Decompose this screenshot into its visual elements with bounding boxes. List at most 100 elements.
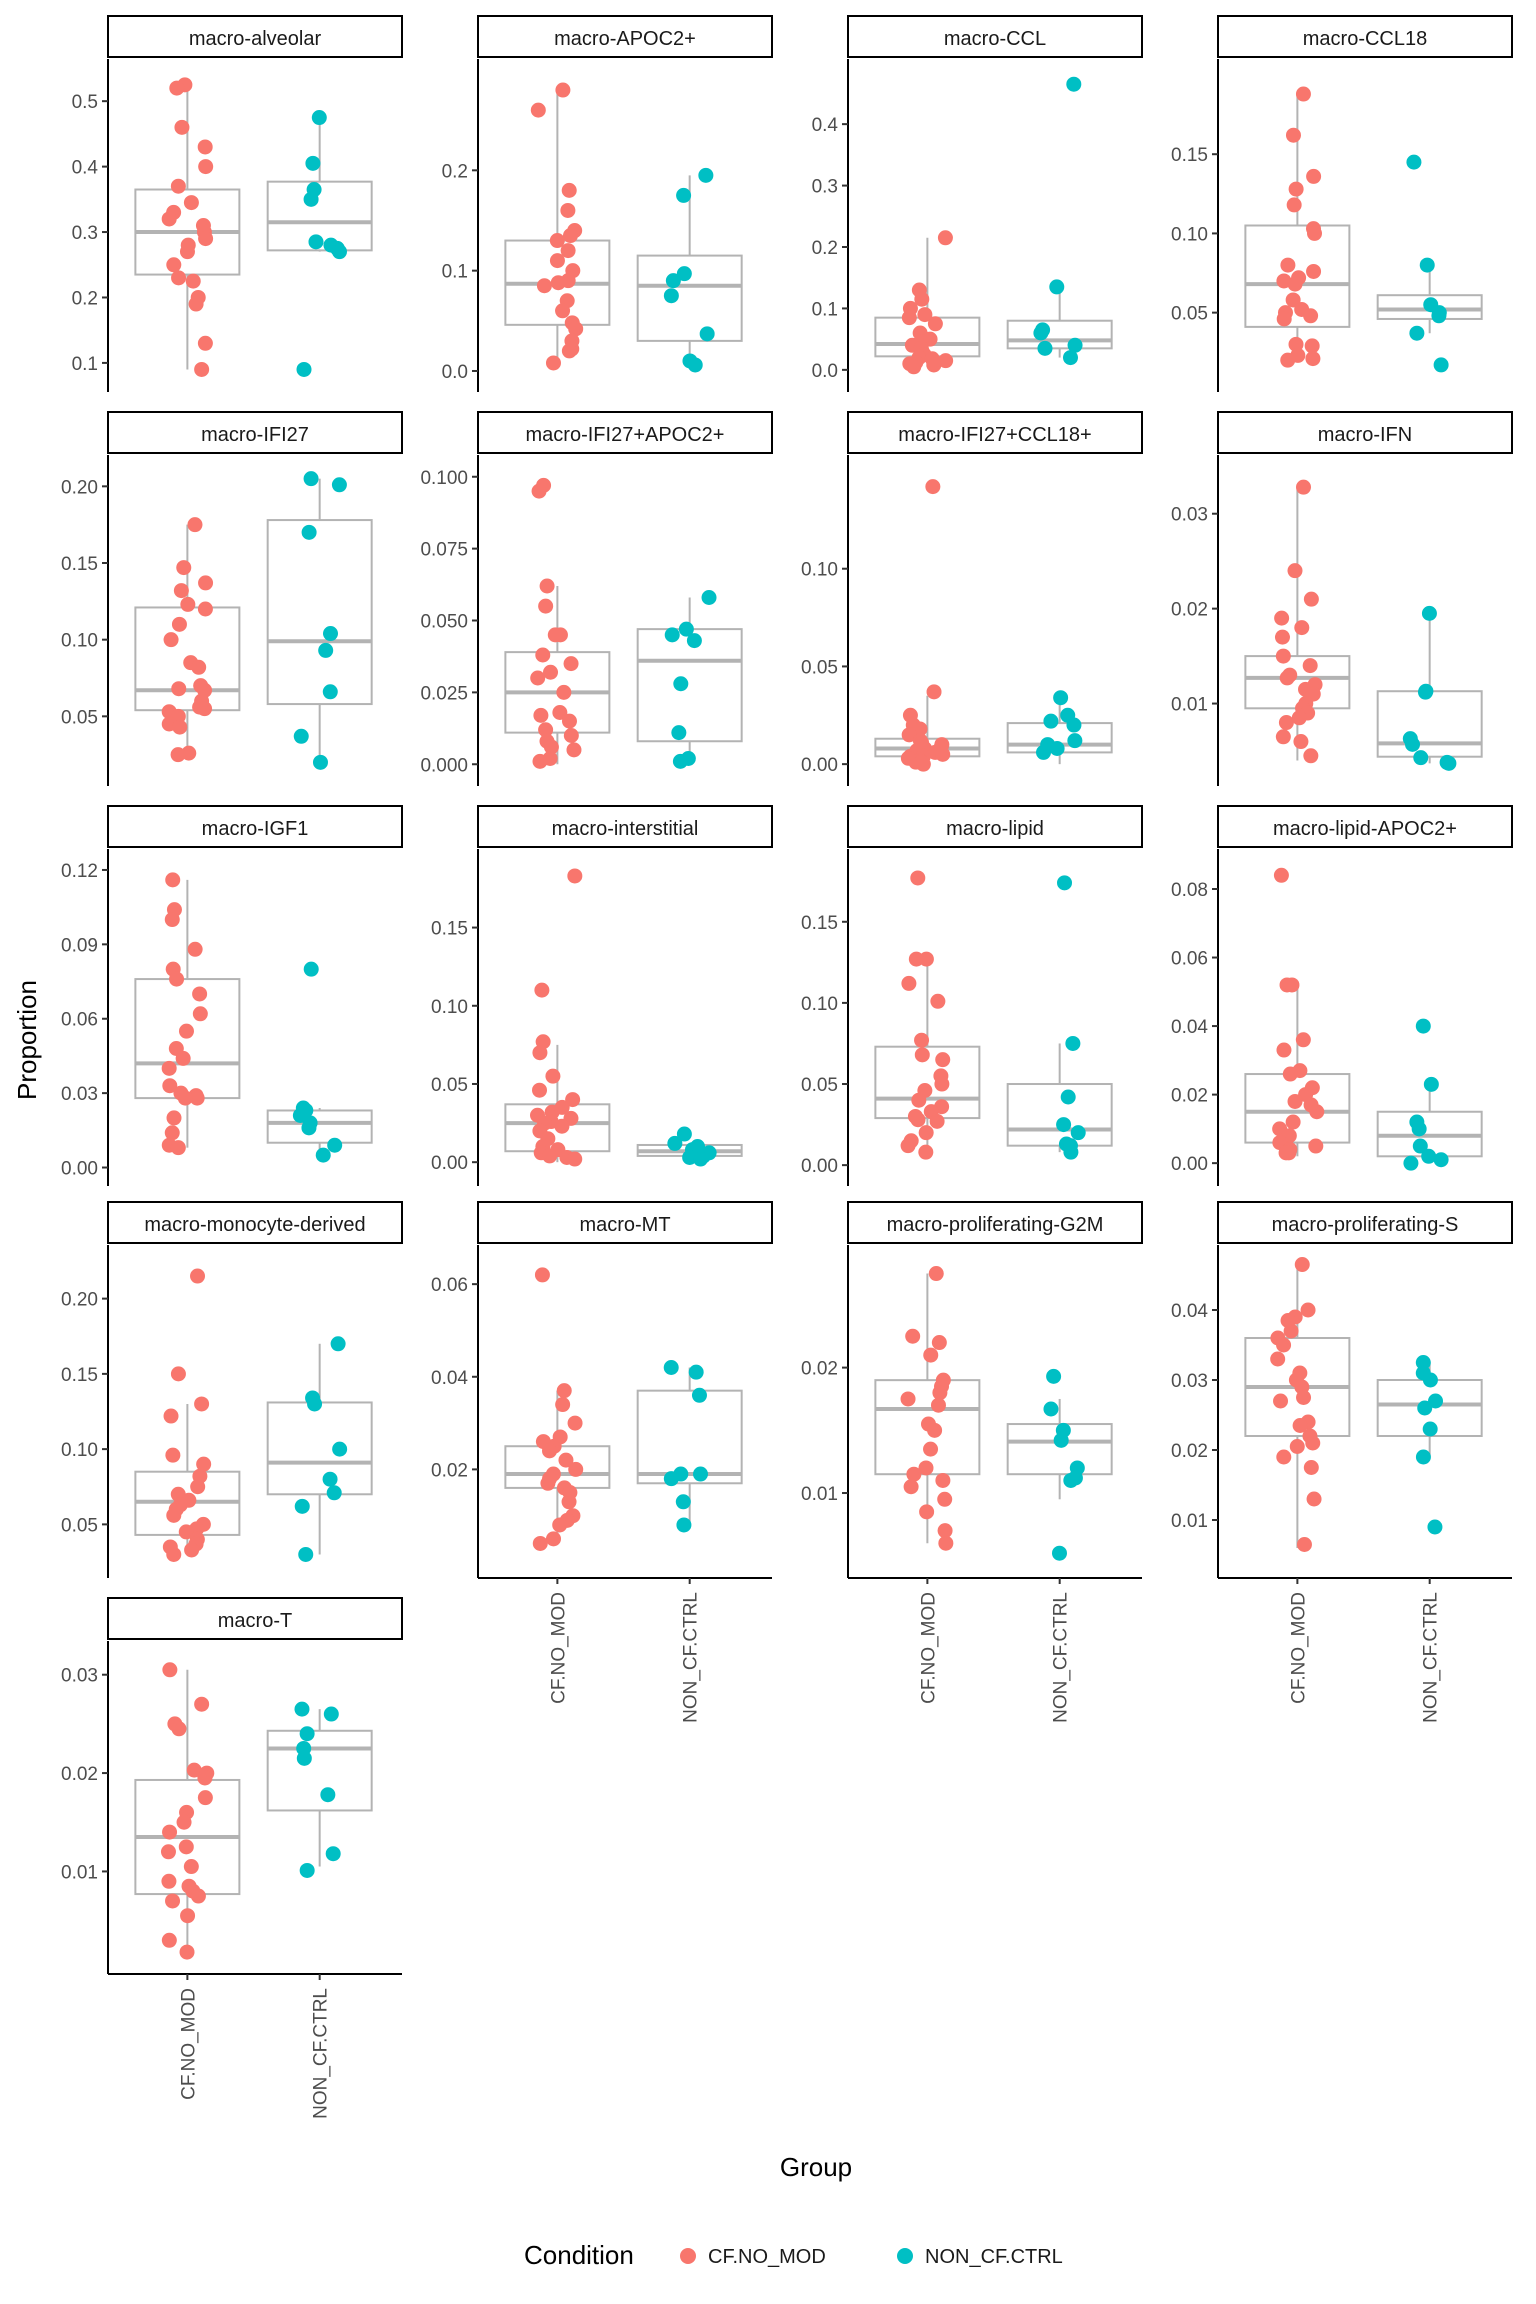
data-point: [532, 1535, 548, 1551]
data-point: [171, 270, 187, 286]
data-point: [693, 1151, 709, 1167]
points-cf-no-mod: [530, 82, 584, 371]
data-point: [543, 664, 559, 680]
data-point: [197, 335, 213, 351]
facet-strip-label: macro-interstitial: [552, 818, 699, 840]
data-point: [331, 477, 347, 493]
data-point: [327, 1137, 343, 1153]
data-point: [1070, 1125, 1086, 1141]
data-point: [533, 707, 549, 723]
y-tick-label: 0.05: [801, 657, 838, 678]
y-tick-label: 0.12: [61, 861, 98, 882]
y-tick-label: 0.15: [1171, 145, 1208, 166]
data-point: [192, 986, 208, 1002]
data-point: [1060, 1089, 1076, 1105]
points-non-cf-ctrl: [663, 1360, 709, 1533]
data-point: [538, 598, 554, 614]
y-tick-label: 0.1: [442, 262, 468, 283]
data-point: [929, 1113, 945, 1129]
data-point: [1278, 1145, 1294, 1161]
y-tick-label: 0.03: [61, 1666, 98, 1687]
data-point: [676, 266, 692, 282]
data-point: [169, 971, 185, 987]
data-point: [1286, 197, 1302, 213]
data-point: [294, 1498, 310, 1514]
facet-panels: macro-alveolar 0.1 0.2 0.3 0.4 0.5 macro-APOC2…: [61, 15, 1513, 2119]
data-point: [545, 1068, 561, 1084]
data-point: [1278, 715, 1294, 731]
data-point: [535, 647, 551, 663]
data-point: [914, 1047, 930, 1063]
data-point: [1043, 713, 1059, 729]
data-point: [930, 1397, 946, 1413]
points-non-cf-ctrl: [296, 110, 347, 377]
facet-macro-proliferating-s: macro-proliferating-S 0.01 0.02 0.03 0.04 CF.…: [1171, 1201, 1513, 1723]
data-point: [914, 1032, 930, 1048]
y-tick-label: 0.01: [1171, 1511, 1208, 1532]
data-point: [926, 684, 942, 700]
facet-strip: [107, 1597, 403, 1640]
data-point: [671, 725, 687, 741]
data-point: [161, 1060, 177, 1076]
data-point: [174, 119, 190, 135]
data-point: [932, 1385, 948, 1401]
data-point: [1275, 729, 1291, 745]
y-tick-label: 0.20: [61, 1290, 98, 1311]
facet-strip: [477, 1201, 773, 1244]
points-cf-no-mod: [160, 1662, 215, 1960]
data-point: [937, 230, 953, 246]
facet-strip: [847, 411, 1143, 454]
y-tick-label: 0.01: [61, 1862, 98, 1883]
x-tick-label: CF.NO_MOD: [178, 1988, 199, 2100]
points-cf-no-mod: [1270, 1257, 1322, 1552]
data-point: [173, 583, 189, 599]
data-point: [197, 1770, 213, 1786]
data-point: [1308, 1138, 1324, 1154]
y-tick-label: 0.05: [431, 1075, 468, 1096]
data-point: [198, 231, 214, 247]
data-point: [1433, 1152, 1449, 1168]
points-non-cf-ctrl: [294, 1336, 348, 1562]
box-iqr: [1244, 655, 1351, 710]
y-tick-label: 0.10: [431, 997, 468, 1018]
facet-strip-label: macro-proliferating-G2M: [887, 1214, 1104, 1236]
data-point: [1053, 690, 1069, 706]
data-point: [170, 178, 186, 194]
points-non-cf-ctrl: [1056, 875, 1086, 1160]
data-point: [1423, 1076, 1439, 1092]
facet-strip-label: macro-T: [218, 1610, 292, 1632]
points-non-cf-ctrl: [1402, 605, 1457, 771]
data-point: [183, 195, 199, 211]
data-point: [166, 1110, 182, 1126]
y-axis-title: Proportion: [12, 980, 42, 1100]
facet-strip-label: macro-IFI27: [201, 424, 309, 446]
data-point: [931, 1335, 947, 1351]
data-point: [1296, 479, 1312, 495]
data-point: [911, 1092, 927, 1108]
x-tick-label: NON_CF.CTRL: [311, 1988, 332, 2119]
box-iqr: [266, 519, 373, 706]
y-tick-label: 0.02: [61, 1764, 98, 1785]
data-point: [176, 560, 192, 576]
data-point: [549, 233, 565, 249]
data-point: [1053, 1432, 1069, 1448]
data-point: [561, 713, 577, 729]
facet-macro-monocyte-derived: macro-monocyte-derived 0.05 0.10 0.15 0.20: [61, 1201, 403, 1578]
data-point: [1411, 1121, 1427, 1137]
y-tick-label: 0.15: [431, 919, 468, 940]
data-point: [198, 575, 214, 591]
box-iqr: [636, 254, 743, 342]
data-point: [1295, 86, 1311, 102]
points-non-cf-ctrl: [1043, 1368, 1085, 1561]
points-cf-no-mod: [530, 868, 583, 1167]
data-point: [550, 275, 566, 291]
y-tick-label: 0.00: [61, 1159, 98, 1180]
points-cf-no-mod: [532, 1267, 584, 1551]
box-cf-no-mod: [134, 524, 241, 755]
data-point: [568, 321, 584, 337]
data-point: [927, 1422, 943, 1438]
facet-macro-interstitial: macro-interstitial 0.00 0.05 0.10 0.15: [431, 805, 773, 1186]
points-non-cf-ctrl: [1406, 154, 1449, 373]
data-point: [563, 656, 579, 672]
data-point: [1289, 1439, 1305, 1454]
